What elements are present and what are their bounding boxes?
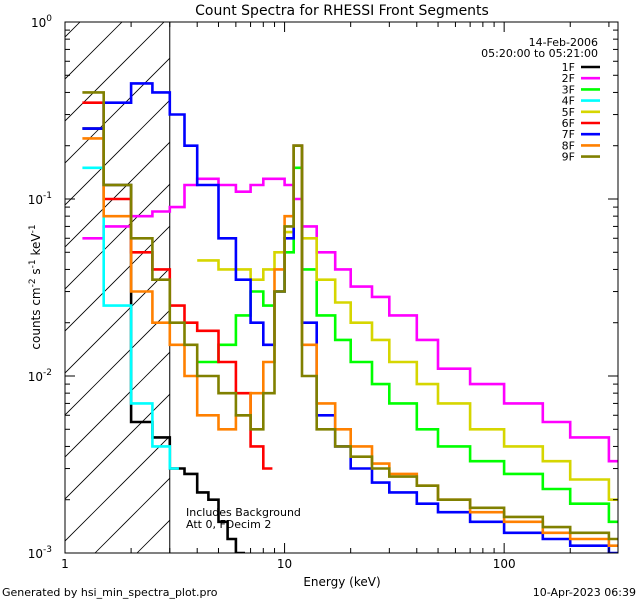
y-label-part1: counts cm xyxy=(29,287,43,349)
hatch-line xyxy=(473,0,640,553)
legend-label-2f: 2F xyxy=(562,72,575,85)
y-label-sup1: -2 xyxy=(28,278,38,287)
series-line-1f xyxy=(82,127,245,553)
legend-label-5f: 5F xyxy=(562,106,575,119)
footer-timestamp: 10-Apr-2023 06:39 xyxy=(533,586,636,599)
axis-ticks xyxy=(64,21,618,554)
x-tick-label: 100 xyxy=(493,557,516,571)
y-label-sup3: -1 xyxy=(28,224,38,233)
legend-label-1f: 1F xyxy=(562,61,575,74)
plot-frame xyxy=(64,21,619,554)
y-tick-label: 10-2 xyxy=(28,368,52,384)
hatch-line xyxy=(347,0,640,553)
hatch-line xyxy=(263,0,640,553)
series-line-9f xyxy=(82,91,618,541)
hatch-line xyxy=(599,0,640,553)
legend-label-9f: 9F xyxy=(562,151,575,164)
hatch-line xyxy=(65,183,170,290)
hatch-line xyxy=(65,225,170,332)
x-tick-label: 10 xyxy=(277,557,292,571)
time-range-label: 05:20:00 to 05:21:00 xyxy=(481,47,598,60)
series-group xyxy=(82,82,618,553)
hatch-line xyxy=(0,0,107,553)
annotation-background: Includes Background xyxy=(186,506,301,519)
hatch-line xyxy=(65,267,170,374)
hatch-line xyxy=(94,477,170,553)
y-tick-label: 10-3 xyxy=(28,545,52,561)
hatch-region xyxy=(0,0,640,553)
hatch-line xyxy=(515,0,640,553)
y-label-part2: s xyxy=(29,268,43,278)
y-axis-label: counts cm-2 s-1 keV-1 xyxy=(28,224,43,349)
hatch-line xyxy=(389,0,640,553)
legend-label-8f: 8F xyxy=(562,139,575,152)
legend-label-6f: 6F xyxy=(562,117,575,130)
y-label-part3: keV xyxy=(29,233,43,260)
y-tick-label: 10-1 xyxy=(28,191,52,207)
hatch-line xyxy=(65,351,170,458)
legend-label-3f: 3F xyxy=(562,83,575,96)
hatch-line xyxy=(65,141,170,248)
chart-title: Count Spectra for RHESSI Front Segments xyxy=(195,3,489,19)
tick-labels: 1 10 100 100 10-1 10-2 10-3 xyxy=(28,14,516,571)
hatch-line xyxy=(65,99,170,206)
x-axis-label: Energy (keV) xyxy=(303,575,380,589)
y-tick-label: 100 xyxy=(31,14,52,30)
hatch-line xyxy=(65,22,165,122)
footer-generated: Generated by hsi_min_spectra_plot.pro xyxy=(2,586,218,599)
hatch-line xyxy=(65,393,170,500)
hatch-line xyxy=(431,0,640,553)
hatch-line xyxy=(65,22,123,80)
hatch-lines xyxy=(0,0,640,553)
legend-label-4f: 4F xyxy=(562,95,575,108)
series-line-4f xyxy=(82,166,179,470)
x-tick-label: 1 xyxy=(61,557,69,571)
hatch-line xyxy=(65,22,81,38)
y-label-sup2: -1 xyxy=(28,259,38,268)
hatch-line xyxy=(305,0,640,553)
series-line-3f xyxy=(197,166,618,524)
legend-label-7f: 7F xyxy=(562,128,575,141)
series-line-5f xyxy=(197,144,618,501)
hatch-line xyxy=(65,435,170,542)
annotation-attenuator: Att 0, FDecim 2 xyxy=(186,518,271,531)
date-label: 14-Feb-2006 xyxy=(529,36,598,49)
